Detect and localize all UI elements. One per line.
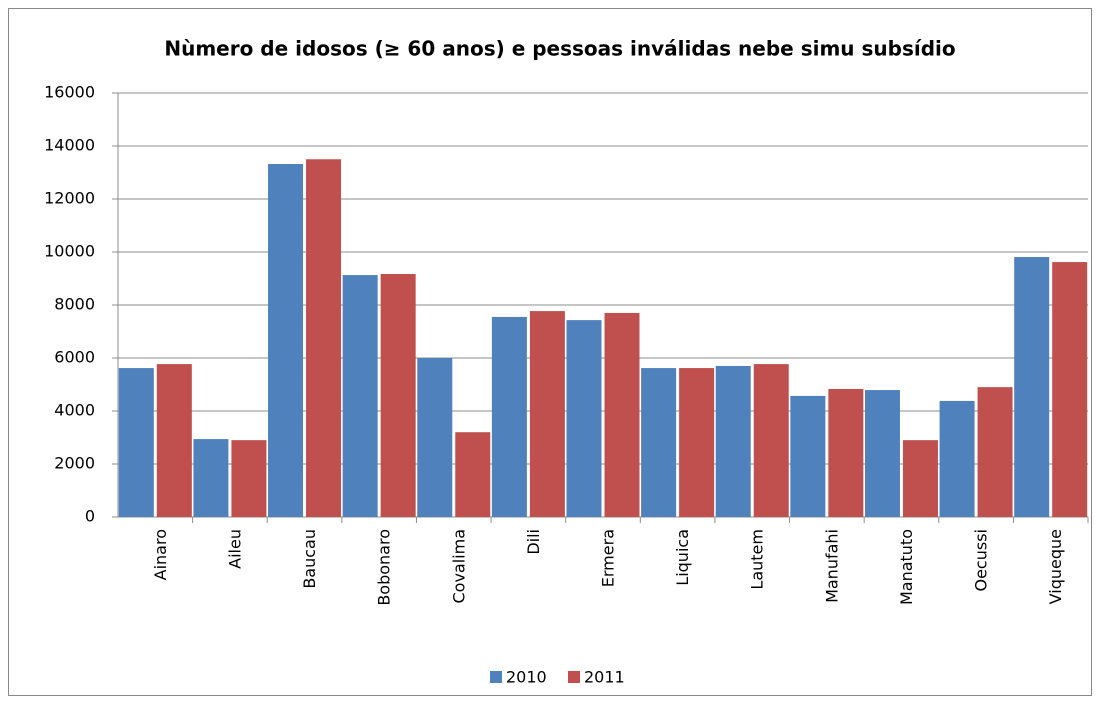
legend-swatch xyxy=(490,671,502,683)
bar xyxy=(1052,262,1088,517)
bar xyxy=(566,320,602,517)
bar xyxy=(641,368,677,517)
bar xyxy=(939,400,975,517)
y-tick-label: 4000 xyxy=(54,401,95,420)
x-tick-label: Aileu xyxy=(225,529,244,569)
y-tick-label: 6000 xyxy=(54,348,95,367)
bar xyxy=(193,439,229,517)
y-tick-label: 16000 xyxy=(44,83,95,102)
bar xyxy=(715,365,751,517)
x-tick-label: Ermera xyxy=(599,529,618,587)
bar xyxy=(455,432,491,517)
bar xyxy=(529,311,565,517)
bar xyxy=(491,316,527,517)
legend-label: 2010 xyxy=(506,668,547,687)
y-tick-label: 14000 xyxy=(44,136,95,155)
y-tick-label: 8000 xyxy=(54,295,95,314)
x-tick-label: Ainaro xyxy=(151,529,170,580)
bar xyxy=(828,389,864,517)
bar xyxy=(268,164,304,517)
x-tick-label: Manatuto xyxy=(897,529,916,605)
bar xyxy=(790,395,826,517)
x-tick-label: Covalima xyxy=(449,529,468,604)
bar xyxy=(231,440,267,517)
bar xyxy=(156,364,192,517)
y-tick-label: 2000 xyxy=(54,454,95,473)
x-tick-label: Manufahi xyxy=(822,529,841,603)
bar xyxy=(380,273,416,517)
bar xyxy=(604,312,640,517)
legend-label: 2011 xyxy=(584,668,625,687)
bar xyxy=(118,368,154,517)
x-tick-label: Lautem xyxy=(748,529,767,590)
bar xyxy=(864,390,900,517)
bar xyxy=(417,358,453,517)
x-tick-label: Viqueque xyxy=(1046,529,1065,604)
x-tick-label: Dili xyxy=(524,529,543,555)
bar xyxy=(306,159,342,517)
y-tick-label: 12000 xyxy=(44,189,95,208)
bar xyxy=(753,364,789,517)
x-tick-label: Oecussi xyxy=(972,529,991,592)
y-tick-label: 10000 xyxy=(44,242,95,261)
legend-swatch xyxy=(568,671,580,683)
x-tick-label: Baucau xyxy=(300,529,319,589)
bar xyxy=(679,368,715,517)
y-tick-label: 0 xyxy=(85,507,95,526)
x-tick-label: Bobonaro xyxy=(375,529,394,606)
x-tick-label: Liquica xyxy=(673,529,692,586)
bar xyxy=(1014,257,1050,517)
bar xyxy=(342,275,378,517)
bar xyxy=(977,387,1013,517)
chart-title: Nùmero de idosos (≥ 60 anos) e pessoas i… xyxy=(164,37,955,61)
bar xyxy=(902,440,938,517)
